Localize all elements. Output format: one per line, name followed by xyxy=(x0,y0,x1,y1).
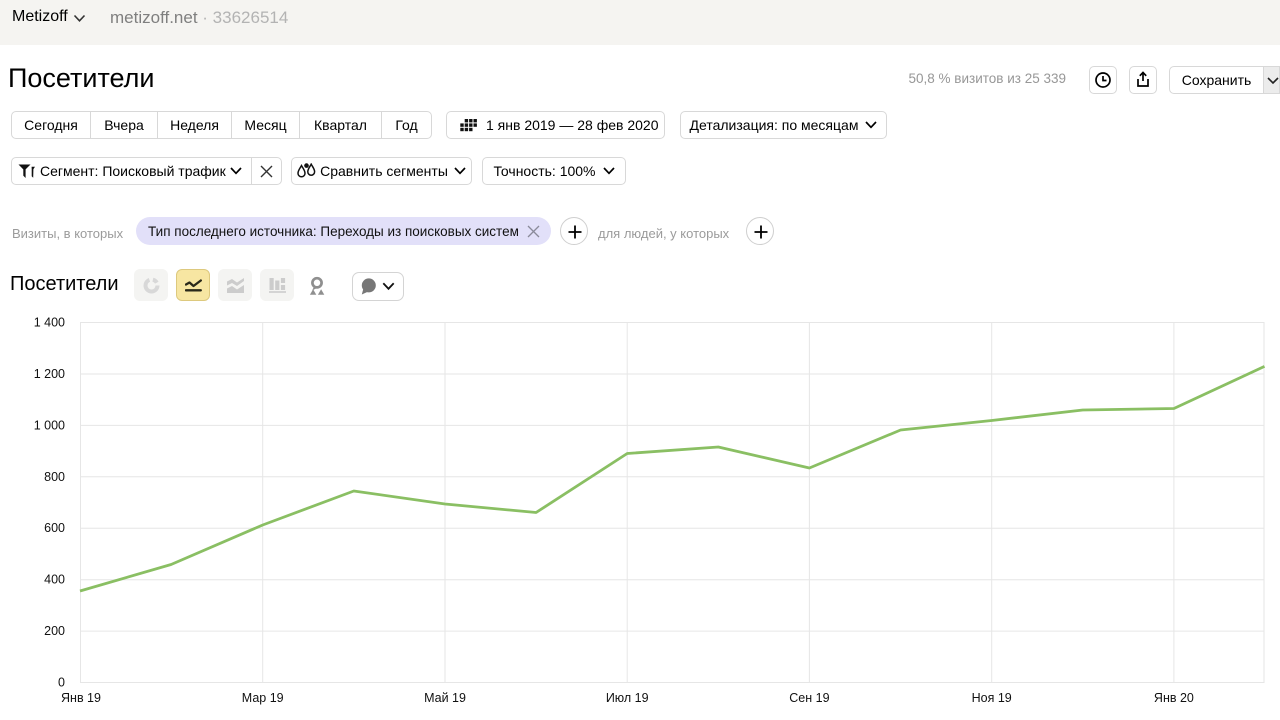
svg-text:400: 400 xyxy=(44,573,65,587)
svg-text:Сен 19: Сен 19 xyxy=(789,691,829,705)
svg-text:Янв 19: Янв 19 xyxy=(61,691,101,705)
svg-text:Мар 19: Мар 19 xyxy=(242,691,284,705)
svg-text:Янв 20: Янв 20 xyxy=(1154,691,1194,705)
svg-text:Май 19: Май 19 xyxy=(424,691,466,705)
svg-text:600: 600 xyxy=(44,521,65,535)
svg-text:Ноя 19: Ноя 19 xyxy=(972,691,1012,705)
svg-text:0: 0 xyxy=(58,676,65,690)
svg-text:200: 200 xyxy=(44,624,65,638)
svg-text:1 000: 1 000 xyxy=(34,418,65,432)
svg-text:Июл 19: Июл 19 xyxy=(606,691,649,705)
svg-text:1 200: 1 200 xyxy=(34,367,65,381)
svg-text:1 400: 1 400 xyxy=(34,316,65,330)
svg-text:800: 800 xyxy=(44,470,65,484)
